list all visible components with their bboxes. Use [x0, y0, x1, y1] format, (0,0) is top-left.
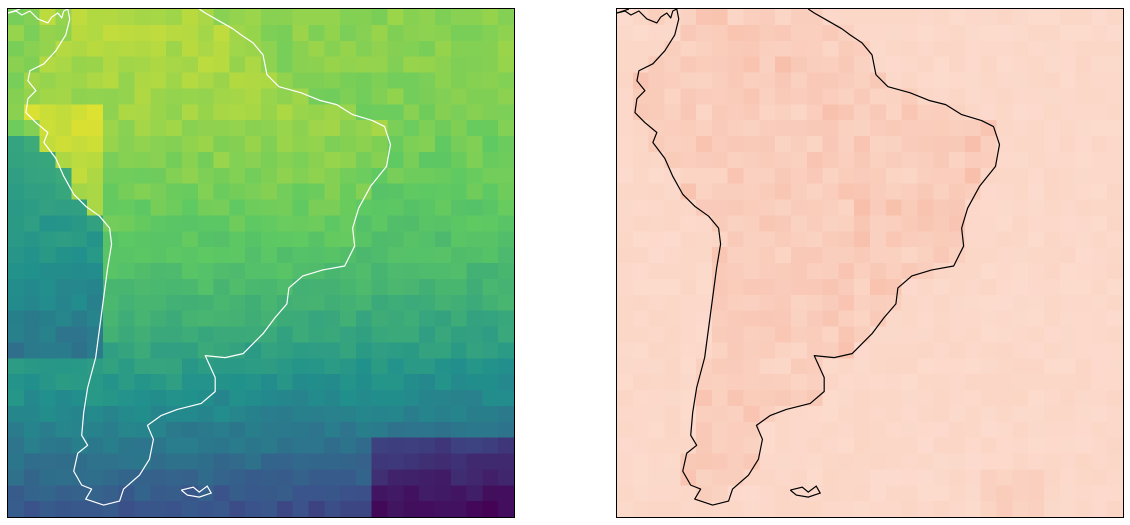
coastline-falkland-islands — [180, 485, 213, 498]
coastline-south-america — [8, 9, 392, 506]
heatmap-grid-right — [617, 9, 1123, 517]
coastline-overlay-left — [8, 9, 392, 506]
coastline-path — [180, 485, 213, 498]
coastline-central-america — [617, 9, 630, 14]
coastline-falkland-islands — [789, 485, 822, 498]
coastline-overlay-right — [617, 9, 1001, 506]
coastline-path — [8, 9, 392, 506]
map-panel-left — [7, 8, 515, 518]
coastline-path — [617, 9, 630, 14]
coastline-central-america — [8, 9, 21, 14]
map-panel-right — [616, 8, 1124, 518]
coastline-path — [617, 9, 1001, 506]
heatmap-grid-left — [8, 9, 514, 517]
coastline-path — [8, 9, 21, 14]
coastline-path — [789, 485, 822, 498]
coastline-south-america — [617, 9, 1001, 506]
